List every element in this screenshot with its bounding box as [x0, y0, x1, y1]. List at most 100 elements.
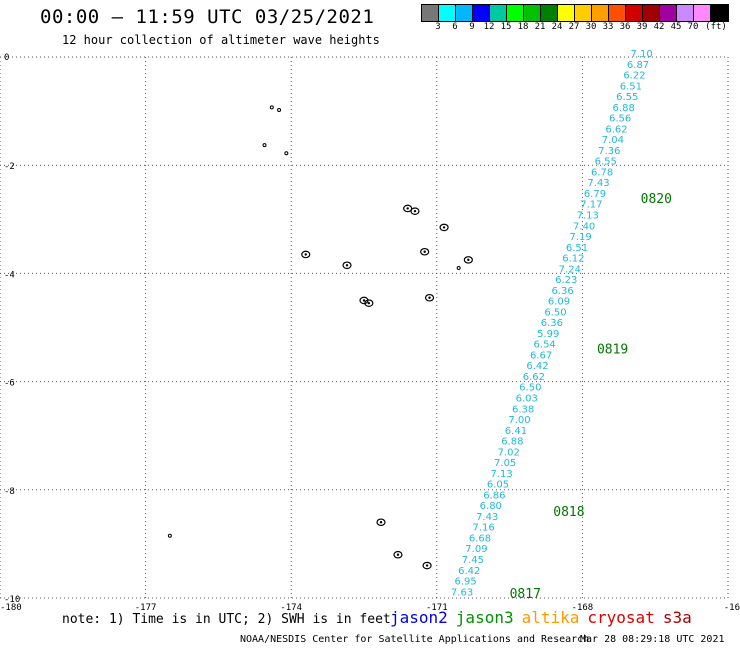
swh-value-label: 6.09	[548, 297, 570, 308]
generation-timestamp: Mar 28 08:29:18 UTC 2021	[580, 634, 725, 645]
swh-value-label: 6.56	[609, 114, 631, 125]
colorbar-label: 45	[670, 22, 682, 32]
colorbar-label: 39	[636, 22, 648, 32]
island-marker	[467, 258, 470, 262]
island-marker	[379, 521, 383, 524]
island-marker	[456, 265, 461, 270]
x-tick-label: -177	[135, 603, 157, 613]
swh-value-label: 6.50	[544, 307, 566, 318]
colorbar-swatch	[711, 5, 728, 21]
swh-value-label: 6.05	[487, 480, 509, 491]
mission-label-cryosat: cryosat	[587, 608, 655, 627]
colorbar-label: (ft)	[705, 22, 727, 32]
swh-value-label: 6.36	[541, 318, 563, 329]
time-label: 0817	[510, 587, 541, 602]
colorbar-label: 36	[619, 22, 631, 32]
swh-value-label: 7.24	[559, 264, 581, 275]
swh-value-label: 6.51	[566, 243, 588, 254]
swh-value-label: 6.78	[591, 167, 613, 178]
island-marker	[424, 293, 435, 302]
swh-value-label: 6.55	[616, 92, 638, 103]
swh-value-label: 6.95	[455, 577, 477, 588]
mission-label-s3a: s3a	[662, 608, 692, 627]
credit-line: NOAA/NESDIS Center for Satellite Applica…	[240, 634, 590, 645]
island-marker	[376, 518, 386, 527]
island-marker	[301, 250, 311, 259]
time-label: 0818	[553, 505, 584, 520]
colorbar-labels: 3 6 9 12 15 18 21 24 27 30 33 36 39 42 45 70 (ft)	[421, 20, 740, 32]
island-marker	[413, 209, 417, 213]
x-tick-label: -168	[572, 603, 594, 613]
colorbar-label: 18	[517, 22, 529, 32]
island-marker	[269, 105, 274, 110]
swh-value-label: 6.62	[523, 372, 545, 383]
swh-value-label: 7.17	[580, 200, 602, 211]
swh-value-label: 6.51	[620, 81, 642, 92]
colorbar-label: 21	[534, 22, 546, 32]
swh-value-label: 7.43	[587, 178, 609, 189]
island-marker	[422, 561, 432, 570]
colorbar-swatch	[660, 5, 677, 21]
mission-label-jason3: jason3	[455, 608, 514, 627]
island-marker	[442, 226, 446, 229]
swh-value-label: 7.19	[569, 232, 591, 243]
colorbar-swatch	[694, 5, 711, 21]
colorbar-label: 33	[602, 22, 614, 32]
swh-value-label: 6.55	[595, 157, 617, 168]
mission-label-altika: altika	[521, 608, 580, 627]
colorbar-label: 27	[568, 22, 580, 32]
island-marker	[396, 553, 400, 556]
colorbar-label: 30	[585, 22, 597, 32]
swh-value-label: 7.63	[451, 587, 473, 598]
colorbar-swatch	[643, 5, 660, 21]
swh-value-label: 7.00	[508, 415, 530, 426]
island-marker	[277, 108, 282, 113]
swh-value-label: 7.04	[602, 135, 624, 146]
swh-value-label: 6.23	[555, 275, 577, 286]
x-tick-label: -171	[426, 603, 448, 613]
swh-value-label: 7.16	[472, 523, 494, 534]
swh-value-label: 7.09	[465, 544, 487, 555]
y-tick-label: 0	[4, 53, 9, 63]
island-outlines	[167, 105, 473, 570]
time-label: 0820	[641, 192, 672, 207]
swh-value-label: 6.22	[623, 71, 645, 82]
island-marker	[439, 223, 449, 232]
swh-value-label: 6.79	[584, 189, 606, 200]
swh-value-label: 6.87	[627, 60, 649, 71]
wave-height-colorbar	[421, 4, 729, 22]
colorbar-swatch	[524, 5, 541, 21]
mission-legend: jason2 jason3 altika cryosat s3a	[390, 608, 700, 627]
colorbar-swatch	[490, 5, 507, 21]
colorbar-label: 9	[469, 22, 475, 32]
island-marker	[403, 204, 413, 213]
island-marker	[284, 151, 289, 156]
colorbar-swatch	[541, 5, 558, 21]
swh-value-label: 7.13	[577, 210, 599, 221]
island-marker	[393, 550, 403, 559]
swh-value-label: 7.05	[494, 458, 516, 469]
swh-value-label: 6.88	[613, 103, 635, 114]
y-tick-label: -6	[4, 379, 15, 389]
colorbar-swatch	[473, 5, 490, 21]
colorbar-label: 12	[483, 22, 495, 32]
y-tick-label: -10	[4, 595, 20, 605]
swh-value-label: 6.67	[530, 350, 552, 361]
island-marker	[342, 261, 352, 270]
swh-value-label: 6.42	[526, 361, 548, 372]
swh-value-label: 7.13	[490, 469, 512, 480]
island-marker	[406, 207, 409, 210]
colorbar-swatch	[592, 5, 609, 21]
swh-value-label: 7.02	[498, 447, 520, 458]
colorbar-swatch	[677, 5, 694, 21]
swh-value-label: 6.03	[516, 394, 538, 405]
island-marker	[367, 301, 371, 305]
x-tick-label: -16	[724, 603, 740, 613]
island-marker	[167, 533, 172, 538]
grid-lines	[0, 56, 729, 599]
island-marker	[359, 296, 369, 305]
island-marker	[428, 296, 431, 299]
colorbar-swatch	[456, 5, 473, 21]
swh-value-label: 7.43	[476, 512, 498, 523]
swh-value-label: 6.88	[501, 437, 523, 448]
